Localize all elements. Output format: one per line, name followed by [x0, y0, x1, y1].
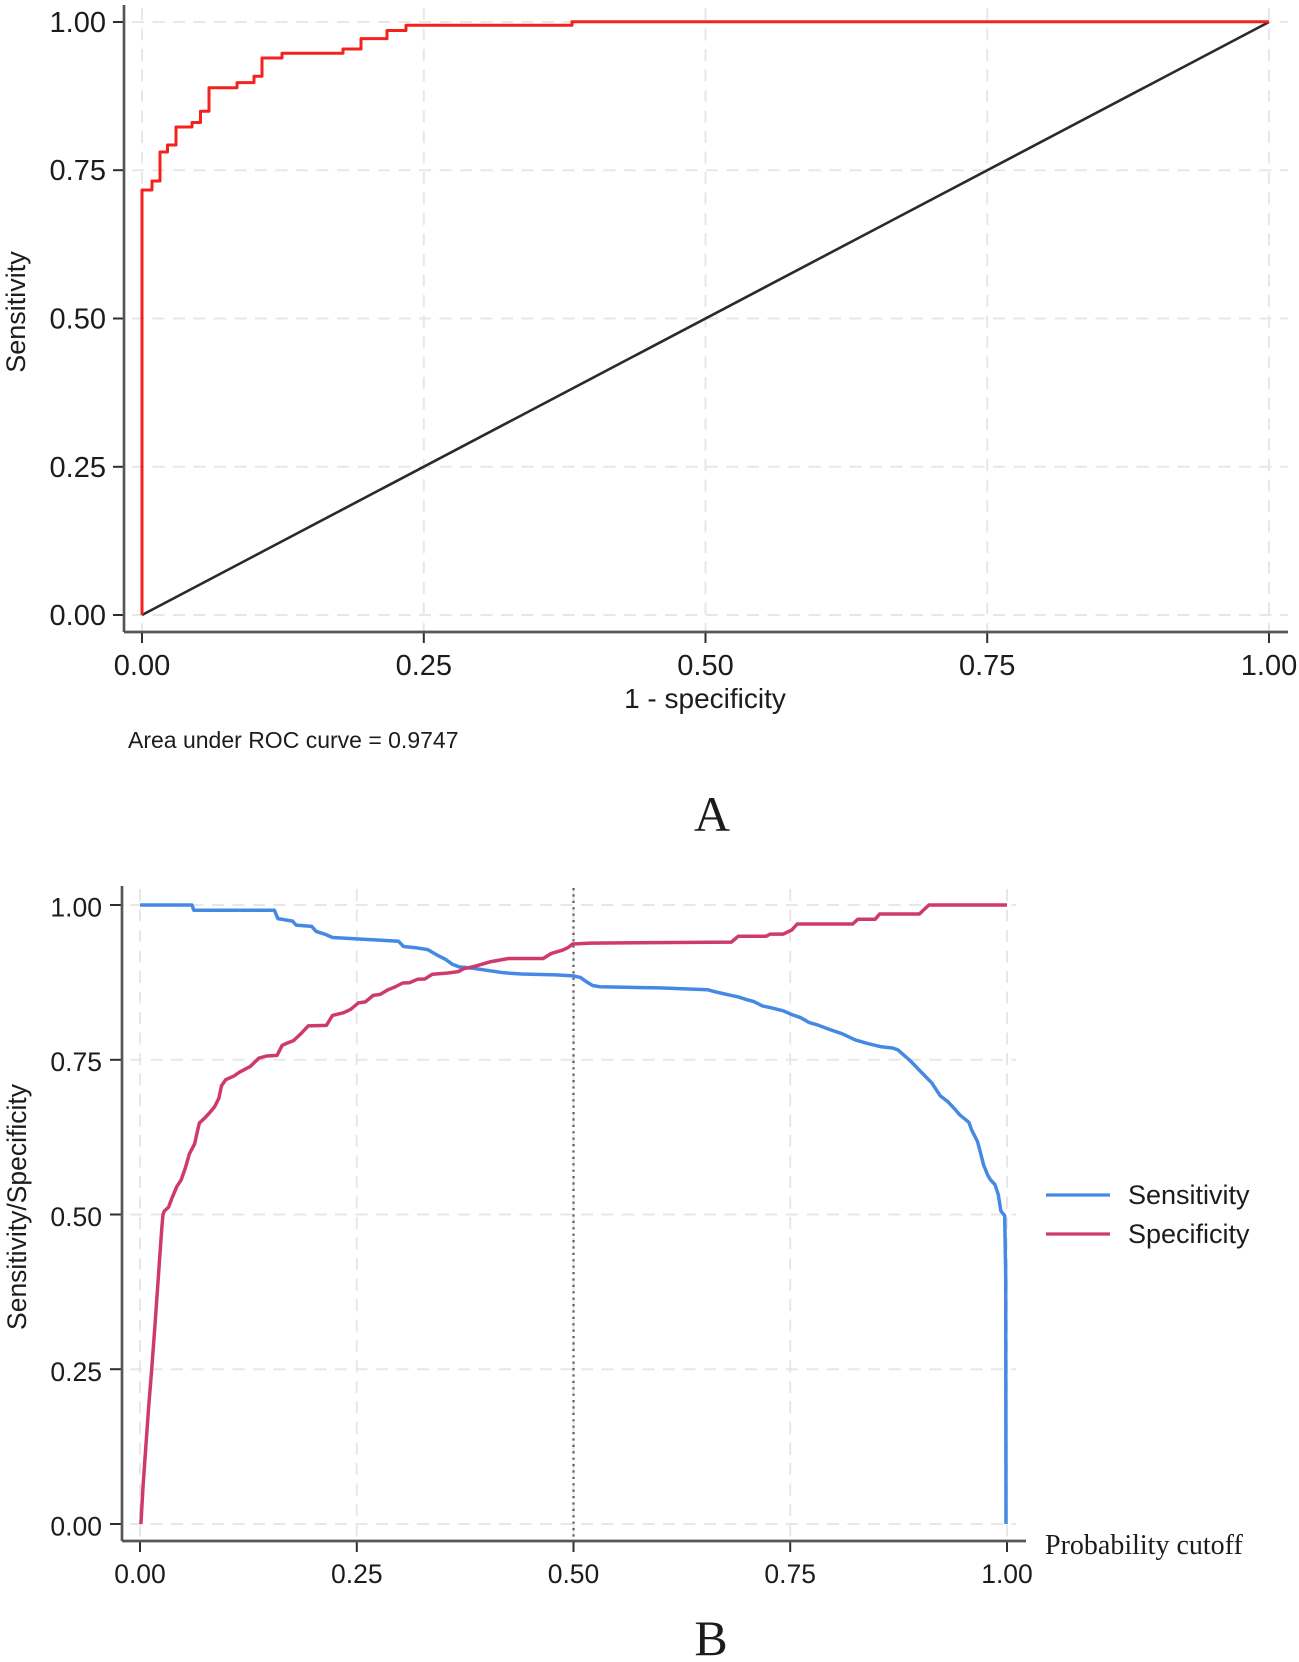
svg-text:1.00: 1.00: [1241, 650, 1297, 682]
svg-text:0.75: 0.75: [764, 1559, 816, 1589]
svg-text:1.00: 1.00: [981, 1559, 1033, 1589]
svg-text:0.50: 0.50: [548, 1559, 600, 1589]
svg-text:A: A: [694, 786, 730, 842]
svg-text:Specificity: Specificity: [1128, 1219, 1250, 1249]
svg-text:0.75: 0.75: [959, 650, 1015, 682]
svg-text:0.25: 0.25: [50, 452, 106, 484]
svg-text:0.75: 0.75: [50, 155, 106, 187]
svg-text:Sensitivity: Sensitivity: [1128, 1180, 1250, 1210]
svg-text:0.50: 0.50: [677, 650, 733, 682]
svg-text:Sensitivity: Sensitivity: [1, 251, 31, 373]
svg-text:1.00: 1.00: [50, 893, 102, 923]
svg-text:0.00: 0.00: [50, 600, 106, 632]
svg-text:Probability cutoff: Probability cutoff: [1045, 1530, 1243, 1561]
svg-text:0.00: 0.00: [114, 650, 170, 682]
svg-text:0.25: 0.25: [396, 650, 452, 682]
svg-text:Area under ROC curve = 0.9747: Area under ROC curve = 0.9747: [128, 727, 459, 753]
svg-text:0.25: 0.25: [50, 1357, 102, 1387]
svg-text:B: B: [694, 1610, 727, 1657]
svg-text:1.00: 1.00: [50, 7, 106, 39]
svg-text:0.50: 0.50: [50, 304, 106, 336]
svg-text:1 - specificity: 1 - specificity: [624, 683, 786, 714]
svg-text:0.50: 0.50: [50, 1202, 102, 1232]
svg-text:Sensitivity/Specificity: Sensitivity/Specificity: [2, 1083, 32, 1330]
svg-text:0.00: 0.00: [50, 1512, 102, 1542]
svg-text:0.00: 0.00: [114, 1559, 166, 1589]
svg-text:0.25: 0.25: [331, 1559, 383, 1589]
svg-text:0.75: 0.75: [50, 1047, 102, 1077]
